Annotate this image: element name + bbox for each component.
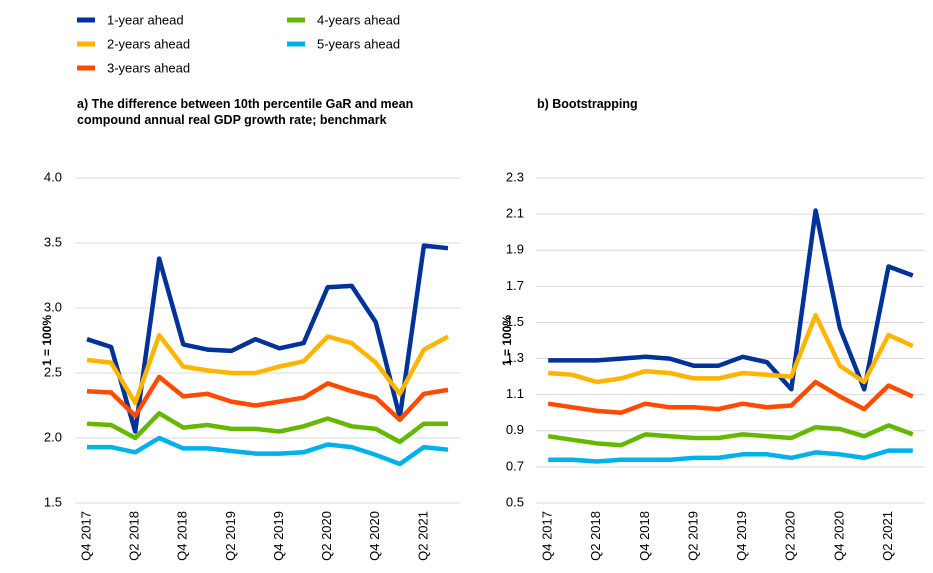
y-tick-label: 1.1 [506,386,524,401]
series-line [548,208,914,392]
y-tick-label: 1.7 [506,278,524,293]
legend-label: 3-years ahead [107,60,190,75]
series-line [547,379,914,415]
y-tick-label: 3.0 [44,299,62,314]
x-tick-label: Q2 2021 [415,511,430,561]
y-tick-label: 1.3 [506,350,524,365]
y-tick-label: 1.5 [44,494,62,509]
y-tick-label: 4.0 [44,169,62,184]
y-tick-label: 0.5 [506,494,524,509]
x-tick-label: Q2 2018 [588,511,603,561]
series-line [547,423,914,448]
legend-label: 5-years ahead [317,36,400,51]
x-tick-label: Q2 2018 [127,511,142,561]
x-tick-label: Q2 2021 [880,511,895,561]
chart-title: b) Bootstrapping [537,97,638,111]
series-line [86,374,449,423]
x-tick-label: Q4 2017 [540,511,555,561]
x-tick-label: Q2 2020 [319,511,334,561]
x-tick-label: Q4 2020 [367,511,382,561]
x-tick-label: Q4 2020 [831,511,846,561]
x-tick-label: Q2 2019 [223,511,238,561]
x-tick-label: Q4 2019 [271,511,286,561]
x-tick-label: Q4 2017 [78,511,93,561]
series-line [548,448,913,464]
chart-title: a) The difference between 10th percentil… [77,97,414,127]
y-tick-label: 1.5 [506,314,524,329]
series-line [87,435,449,467]
legend-label: 4-years ahead [317,12,400,27]
y-tick-label: 2.0 [44,429,62,444]
x-tick-label: Q2 2020 [783,511,798,561]
y-axis-label: 1 = 100% [500,315,514,366]
x-tick-label: Q2 2019 [685,511,700,561]
series-line [86,243,449,434]
y-tick-label: 3.5 [44,234,62,249]
series-line [86,411,448,445]
y-axis-label: 1 = 100% [40,315,54,366]
y-tick-label: 0.7 [506,458,524,473]
legend-label: 1-year ahead [107,12,184,27]
x-tick-label: Q4 2018 [175,511,190,561]
y-tick-label: 2.1 [506,206,524,221]
x-tick-label: Q4 2019 [734,511,749,561]
y-tick-label: 0.9 [506,422,524,437]
series-line [86,333,450,406]
y-tick-label: 2.5 [44,364,62,379]
series-line [548,312,914,385]
legend-label: 2-years ahead [107,36,190,51]
y-tick-label: 2.3 [506,169,524,184]
x-tick-label: Q4 2018 [637,511,652,561]
y-tick-label: 1.9 [506,242,524,257]
